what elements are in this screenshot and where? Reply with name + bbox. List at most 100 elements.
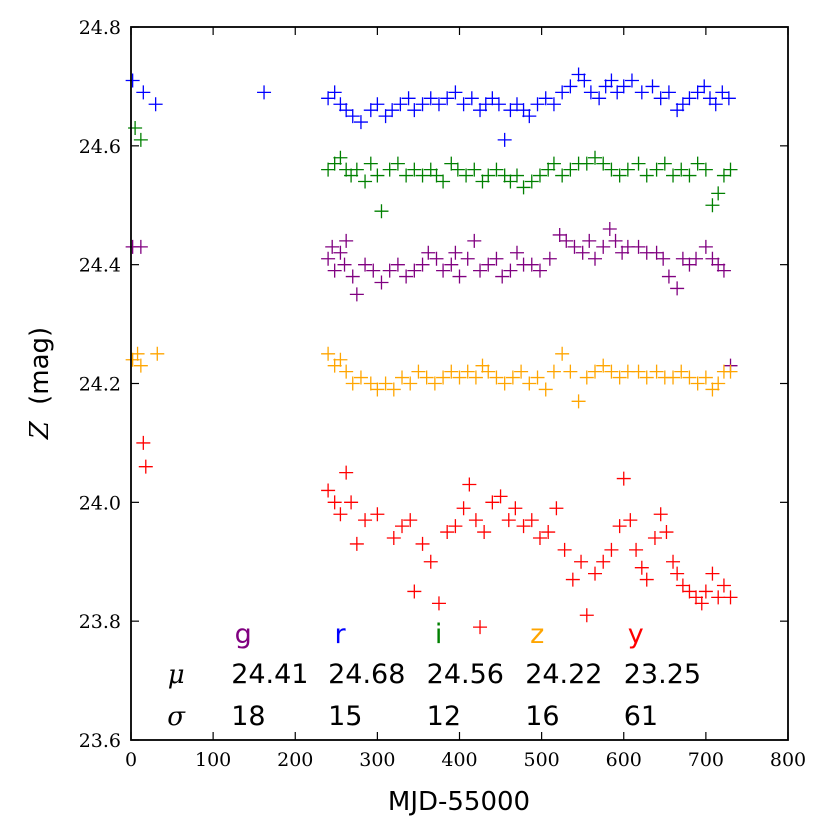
data-point bbox=[582, 233, 597, 248]
data-point bbox=[390, 156, 405, 171]
data-point bbox=[615, 245, 630, 260]
data-point bbox=[358, 513, 373, 528]
data-point bbox=[448, 85, 463, 100]
data-point bbox=[497, 132, 512, 147]
data-point bbox=[559, 233, 574, 248]
data-point bbox=[327, 495, 342, 510]
data-point bbox=[639, 370, 654, 385]
data-point bbox=[136, 435, 151, 450]
data-point bbox=[353, 115, 368, 130]
x-tick-label: 800 bbox=[770, 749, 806, 771]
series-g-points bbox=[125, 222, 738, 373]
data-point bbox=[690, 156, 705, 171]
data-point bbox=[694, 596, 709, 611]
data-point bbox=[456, 97, 471, 112]
x-tick-label: 500 bbox=[523, 749, 559, 771]
band-statistics-table: μσ g 24.41 18 r 24.68 15 i 24.56 12 z 24.22 16 y 23.25… bbox=[167, 619, 701, 732]
data-point bbox=[464, 91, 479, 106]
data-point bbox=[403, 513, 418, 528]
data-point bbox=[345, 109, 360, 124]
data-point bbox=[481, 168, 496, 183]
data-point bbox=[415, 536, 430, 551]
data-point bbox=[657, 156, 672, 171]
data-point bbox=[448, 519, 463, 534]
sigma-value-z: 16 bbox=[525, 701, 559, 732]
data-point bbox=[602, 222, 617, 237]
data-point bbox=[444, 156, 459, 171]
data-point bbox=[538, 91, 553, 106]
data-point bbox=[421, 245, 436, 260]
data-point bbox=[497, 376, 512, 391]
data-point bbox=[399, 168, 414, 183]
data-point bbox=[509, 168, 524, 183]
data-point bbox=[514, 364, 529, 379]
data-point bbox=[440, 91, 455, 106]
data-point bbox=[481, 257, 496, 272]
data-point bbox=[604, 162, 619, 177]
data-point bbox=[427, 376, 442, 391]
data-point bbox=[489, 162, 504, 177]
data-point bbox=[481, 364, 496, 379]
data-point bbox=[370, 97, 385, 112]
data-point bbox=[596, 156, 611, 171]
data-point bbox=[711, 590, 726, 605]
data-point bbox=[675, 251, 690, 266]
y-axis-title: Z (mag) bbox=[25, 327, 55, 440]
data-point bbox=[407, 103, 422, 118]
data-point bbox=[339, 103, 354, 118]
data-point bbox=[460, 364, 475, 379]
data-point bbox=[715, 85, 730, 100]
data-point bbox=[612, 168, 627, 183]
data-point bbox=[436, 370, 451, 385]
data-point bbox=[542, 251, 557, 266]
data-point bbox=[604, 73, 619, 88]
band-label-r: r bbox=[335, 619, 347, 650]
data-point bbox=[634, 85, 649, 100]
data-point bbox=[577, 73, 592, 88]
data-point bbox=[321, 346, 336, 361]
data-point bbox=[399, 269, 414, 284]
data-point bbox=[541, 162, 556, 177]
plot-frame bbox=[130, 26, 789, 741]
data-point bbox=[452, 269, 467, 284]
mu-value-g: 24.41 bbox=[231, 659, 308, 690]
data-point bbox=[705, 566, 720, 581]
data-point bbox=[675, 97, 690, 112]
data-point bbox=[344, 495, 359, 510]
data-point bbox=[489, 251, 504, 266]
y-tick-label: 24.8 bbox=[79, 17, 121, 39]
data-point bbox=[503, 263, 518, 278]
data-point bbox=[423, 162, 438, 177]
data-point bbox=[682, 257, 697, 272]
data-point bbox=[467, 162, 482, 177]
data-point bbox=[125, 73, 140, 88]
data-point bbox=[666, 370, 681, 385]
data-point bbox=[670, 566, 685, 581]
data-point bbox=[532, 168, 547, 183]
data-point bbox=[670, 281, 685, 296]
data-point bbox=[491, 97, 506, 112]
data-point bbox=[565, 572, 580, 587]
band-label-i: i bbox=[435, 619, 443, 650]
mu-value-i: 24.56 bbox=[427, 659, 504, 690]
data-point bbox=[450, 162, 465, 177]
data-point bbox=[133, 132, 148, 147]
data-point bbox=[133, 358, 148, 373]
data-point bbox=[716, 578, 731, 593]
data-point bbox=[583, 85, 598, 100]
data-point bbox=[567, 239, 582, 254]
data-point bbox=[337, 257, 352, 272]
data-point bbox=[366, 263, 381, 278]
data-point bbox=[598, 79, 613, 94]
data-point bbox=[509, 245, 524, 260]
data-point bbox=[385, 103, 400, 118]
data-point bbox=[448, 245, 463, 260]
data-point bbox=[485, 495, 500, 510]
data-point bbox=[505, 370, 520, 385]
data-point bbox=[467, 233, 482, 248]
data-point bbox=[549, 501, 564, 516]
data-point bbox=[386, 382, 401, 397]
data-point bbox=[353, 370, 368, 385]
data-point bbox=[516, 519, 531, 534]
